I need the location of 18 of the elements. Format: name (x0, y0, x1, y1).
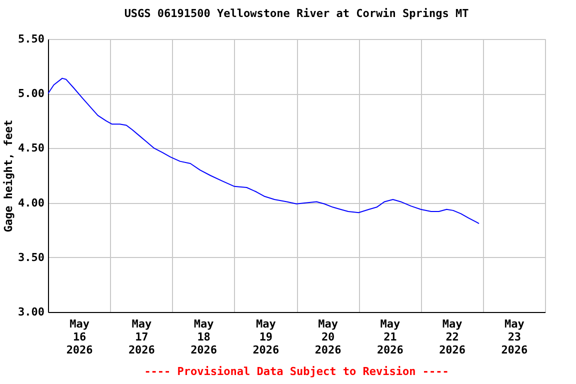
text: ---- Provisional Data Subject to Revision ---- (144, 365, 449, 378)
x-tick-label: May 23 2026 (501, 318, 528, 356)
y-tick-label: 5.50 (18, 32, 44, 46)
y-tick-label: 4.50 (18, 142, 44, 155)
x-tick-label: May 17 2026 (128, 318, 156, 356)
x-tick-label: May 19 2026 (252, 318, 280, 356)
x-tick-label: May 22 2026 (439, 318, 466, 356)
line-series (48, 78, 480, 224)
x-tick-label: May 16 2026 (66, 318, 94, 356)
y-axis-title: Gage height, feet (2, 120, 16, 232)
x-tick-label: May 21 2026 (376, 318, 404, 356)
y-tick-label: 4.00 (18, 196, 44, 210)
chart-title: USGS 06191500 Yellowstone River at Corwin Springs MT (124, 7, 470, 20)
x-tick-label: May 20 2026 (314, 318, 342, 356)
y-tick-label: 3.00 (18, 306, 44, 318)
x-tick-label: May 18 2026 (190, 318, 218, 356)
y-tick-label: 5.00 (18, 87, 44, 100)
y-tick-label: 3.50 (18, 250, 44, 264)
